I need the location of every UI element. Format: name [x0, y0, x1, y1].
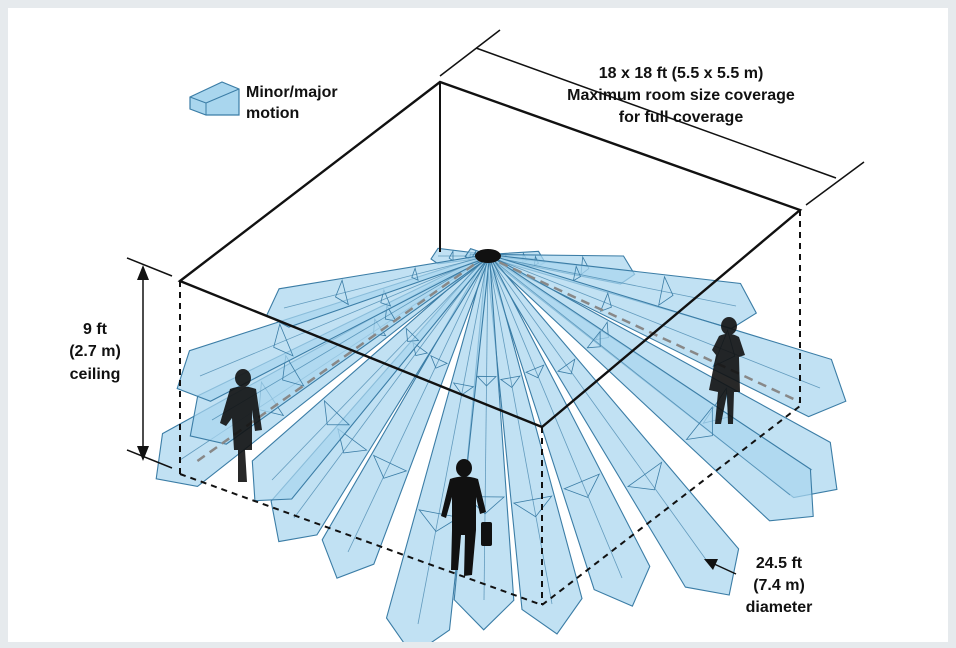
motion-beam-segment [557, 358, 576, 375]
motion-beam-segment [685, 405, 713, 441]
motion-beam-segment [411, 266, 419, 281]
motion-beam-segment [626, 461, 663, 491]
ceiling-height-label: 9 ft (2.7 m) ceiling [69, 321, 121, 383]
room-size-label: 18 x 18 ft (5.5 x 5.5 m) Maximum room si… [567, 65, 795, 126]
motion-beam-segment [418, 509, 460, 533]
motion-beam-segment [372, 454, 408, 479]
diameter-label: 24.5 ft (7.4 m) diameter [746, 555, 813, 616]
motion-beam-segment [525, 364, 545, 379]
motion-beam-ridge [283, 255, 489, 309]
motion-beam-segment [563, 473, 601, 498]
motion-beam-segment [405, 327, 420, 342]
motion-beam-segment [476, 375, 497, 387]
ceiling-line3: ceiling [70, 366, 121, 383]
motion-beam-ridge [487, 255, 713, 569]
motion-beam-segment [452, 382, 475, 396]
room-size-line1: 18 x 18 ft (5.5 x 5.5 m) [599, 65, 764, 82]
coverage-diagram: Minor/major motion 18 x 18 ft (5.5 x 5.5… [69, 29, 865, 642]
person-silhouette-icon [220, 369, 262, 482]
motion-beam-ridge [417, 255, 489, 625]
person-silhouette-icon [709, 317, 745, 424]
motion-beams [155, 247, 847, 642]
motion-beam-ridge [347, 255, 489, 553]
floor-edge-left [179, 473, 543, 606]
motion-beam-segment [586, 330, 601, 349]
motion-beam-segment [273, 322, 294, 357]
motion-beam-segment [430, 355, 449, 369]
ceiling-line2: (2.7 m) [69, 343, 121, 360]
motion-beam-segment [384, 304, 397, 322]
ceiling-line1: 9 ft [83, 321, 108, 338]
room-size-dimension [439, 29, 865, 206]
coverage-dashed-lines [195, 254, 801, 464]
diameter-line2: (7.4 m) [753, 577, 805, 594]
legend-label-line2: motion [246, 105, 299, 122]
ceiling-height-dimension [126, 257, 173, 469]
motion-beam-ridge [487, 255, 553, 605]
legend-label-line1: Minor/major [246, 84, 338, 101]
room-outline [177, 80, 803, 606]
motion-beam-segment [572, 265, 582, 282]
motion-beam-ridge [199, 255, 489, 377]
motion-beam-ridge [487, 255, 821, 389]
motion-beam-segment [599, 291, 612, 312]
motion-beam-ridge [211, 255, 489, 421]
motion-beam-ridge [487, 255, 791, 496]
legend: Minor/major motion [189, 81, 338, 122]
room-size-line3: for full coverage [619, 109, 744, 126]
motion-beam-segment [323, 399, 351, 426]
motion-beam-segment [335, 279, 349, 306]
motion-beam-segment [448, 249, 454, 262]
diameter-line1: 24.5 ft [756, 555, 803, 572]
diameter-line3: diameter [746, 599, 813, 616]
motion-beam-segment [499, 375, 521, 388]
person-with-bag-icon [441, 459, 492, 576]
motion-beam-segment [512, 495, 553, 518]
motion-beam-ridge [271, 255, 489, 481]
motion-beam-ridge [293, 255, 489, 519]
motion-beam-segment [658, 275, 674, 307]
diagram-panel: Minor/major motion 18 x 18 ft (5.5 x 5.5… [8, 8, 948, 642]
room-size-line2: Maximum room size coverage [567, 87, 795, 104]
motion-beam-segment [282, 354, 305, 387]
motion-beam-segment [380, 288, 392, 307]
motion-sensor-icon [475, 249, 501, 263]
motion-beam-segment [337, 427, 368, 454]
legend-swatch [189, 81, 240, 116]
arrow-icon [704, 559, 737, 575]
